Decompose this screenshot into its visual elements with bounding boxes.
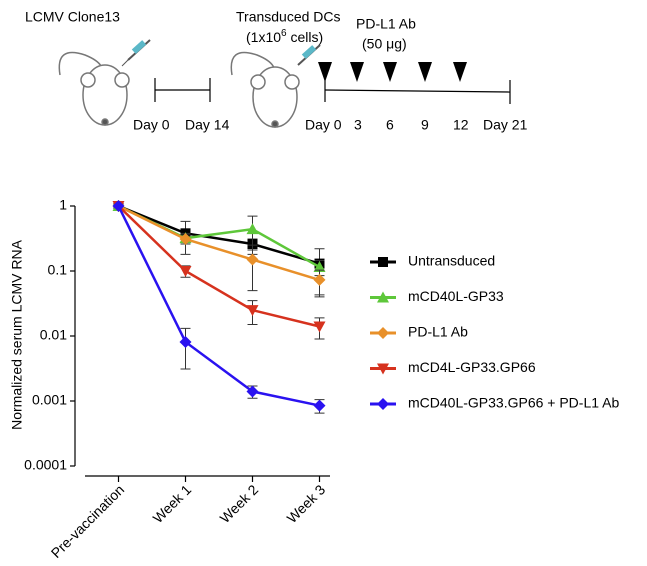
data-point [313,261,326,273]
cells-superscript: 6 [281,28,287,39]
step1-title: LCMV Clone13 [25,9,120,25]
day-label: 6 [386,117,394,133]
data-point [179,233,192,246]
x-tick-label: Week 3 [284,481,329,526]
data-point [112,200,125,212]
step2-title: Transduced DCs [236,9,341,25]
day-label: 9 [421,117,429,133]
data-point [313,399,326,412]
data-point [246,305,259,317]
data-point [179,335,192,348]
cells-prefix: (1x10 [246,29,281,45]
timeline [324,89,511,93]
y-tick-label: 0.01 [40,327,67,343]
day-label: 12 [453,117,469,133]
legend-marker [378,257,388,267]
y-axis-label: Normalized serum LCMV RNA [9,239,25,429]
series-line [117,204,320,282]
series-line [118,204,320,265]
series-line [117,205,320,328]
day-label: Day 0 [305,117,342,133]
cells: (1x106 cells) [246,28,323,45]
day-label: 3 [354,117,362,133]
legend-marker [377,398,389,410]
data-point [313,321,326,333]
antibody: PD-L1 Ab [356,16,416,32]
legend-label: mCD40L-GP33 [408,288,504,304]
injection-markers [318,62,467,82]
legend-marker [377,327,389,339]
x-tick-label: Week 2 [217,481,262,526]
data-point [313,273,326,286]
x-tick-label: Week 1 [150,481,195,526]
data-point [246,385,259,398]
legend-label: mCD40L-GP33.GP66 + PD-L1 Ab [408,395,619,411]
error-bar [180,327,191,370]
x-tick-label: Pre-vaccination [48,481,128,561]
day-label: Day 0 [133,117,170,133]
day-label: Day 14 [185,117,230,133]
legend-label: Untransduced [408,253,495,269]
mouse-icon [58,51,130,126]
day-label: Day 21 [483,117,528,133]
series-line [117,205,320,407]
y-tick-label: 0.001 [32,392,67,408]
dose: (50 μg) [362,36,407,52]
syringe-icon [121,39,151,67]
data-point [179,266,192,277]
cells-suffix: cells) [287,29,324,45]
legend-label: PD-L1 Ab [408,324,468,340]
y-tick-label: 1 [59,197,67,213]
y-tick-label: 0.0001 [24,457,67,473]
legend-label: mCD4L-GP33.GP66 [408,359,536,375]
syringe-icon [297,44,321,66]
mouse-icon [230,51,300,128]
data-point [246,223,259,235]
y-tick-label: 0.1 [48,262,68,278]
legend-marker [377,363,389,375]
error-bar [247,244,258,292]
legend-marker [377,291,389,303]
data-point [246,253,259,266]
